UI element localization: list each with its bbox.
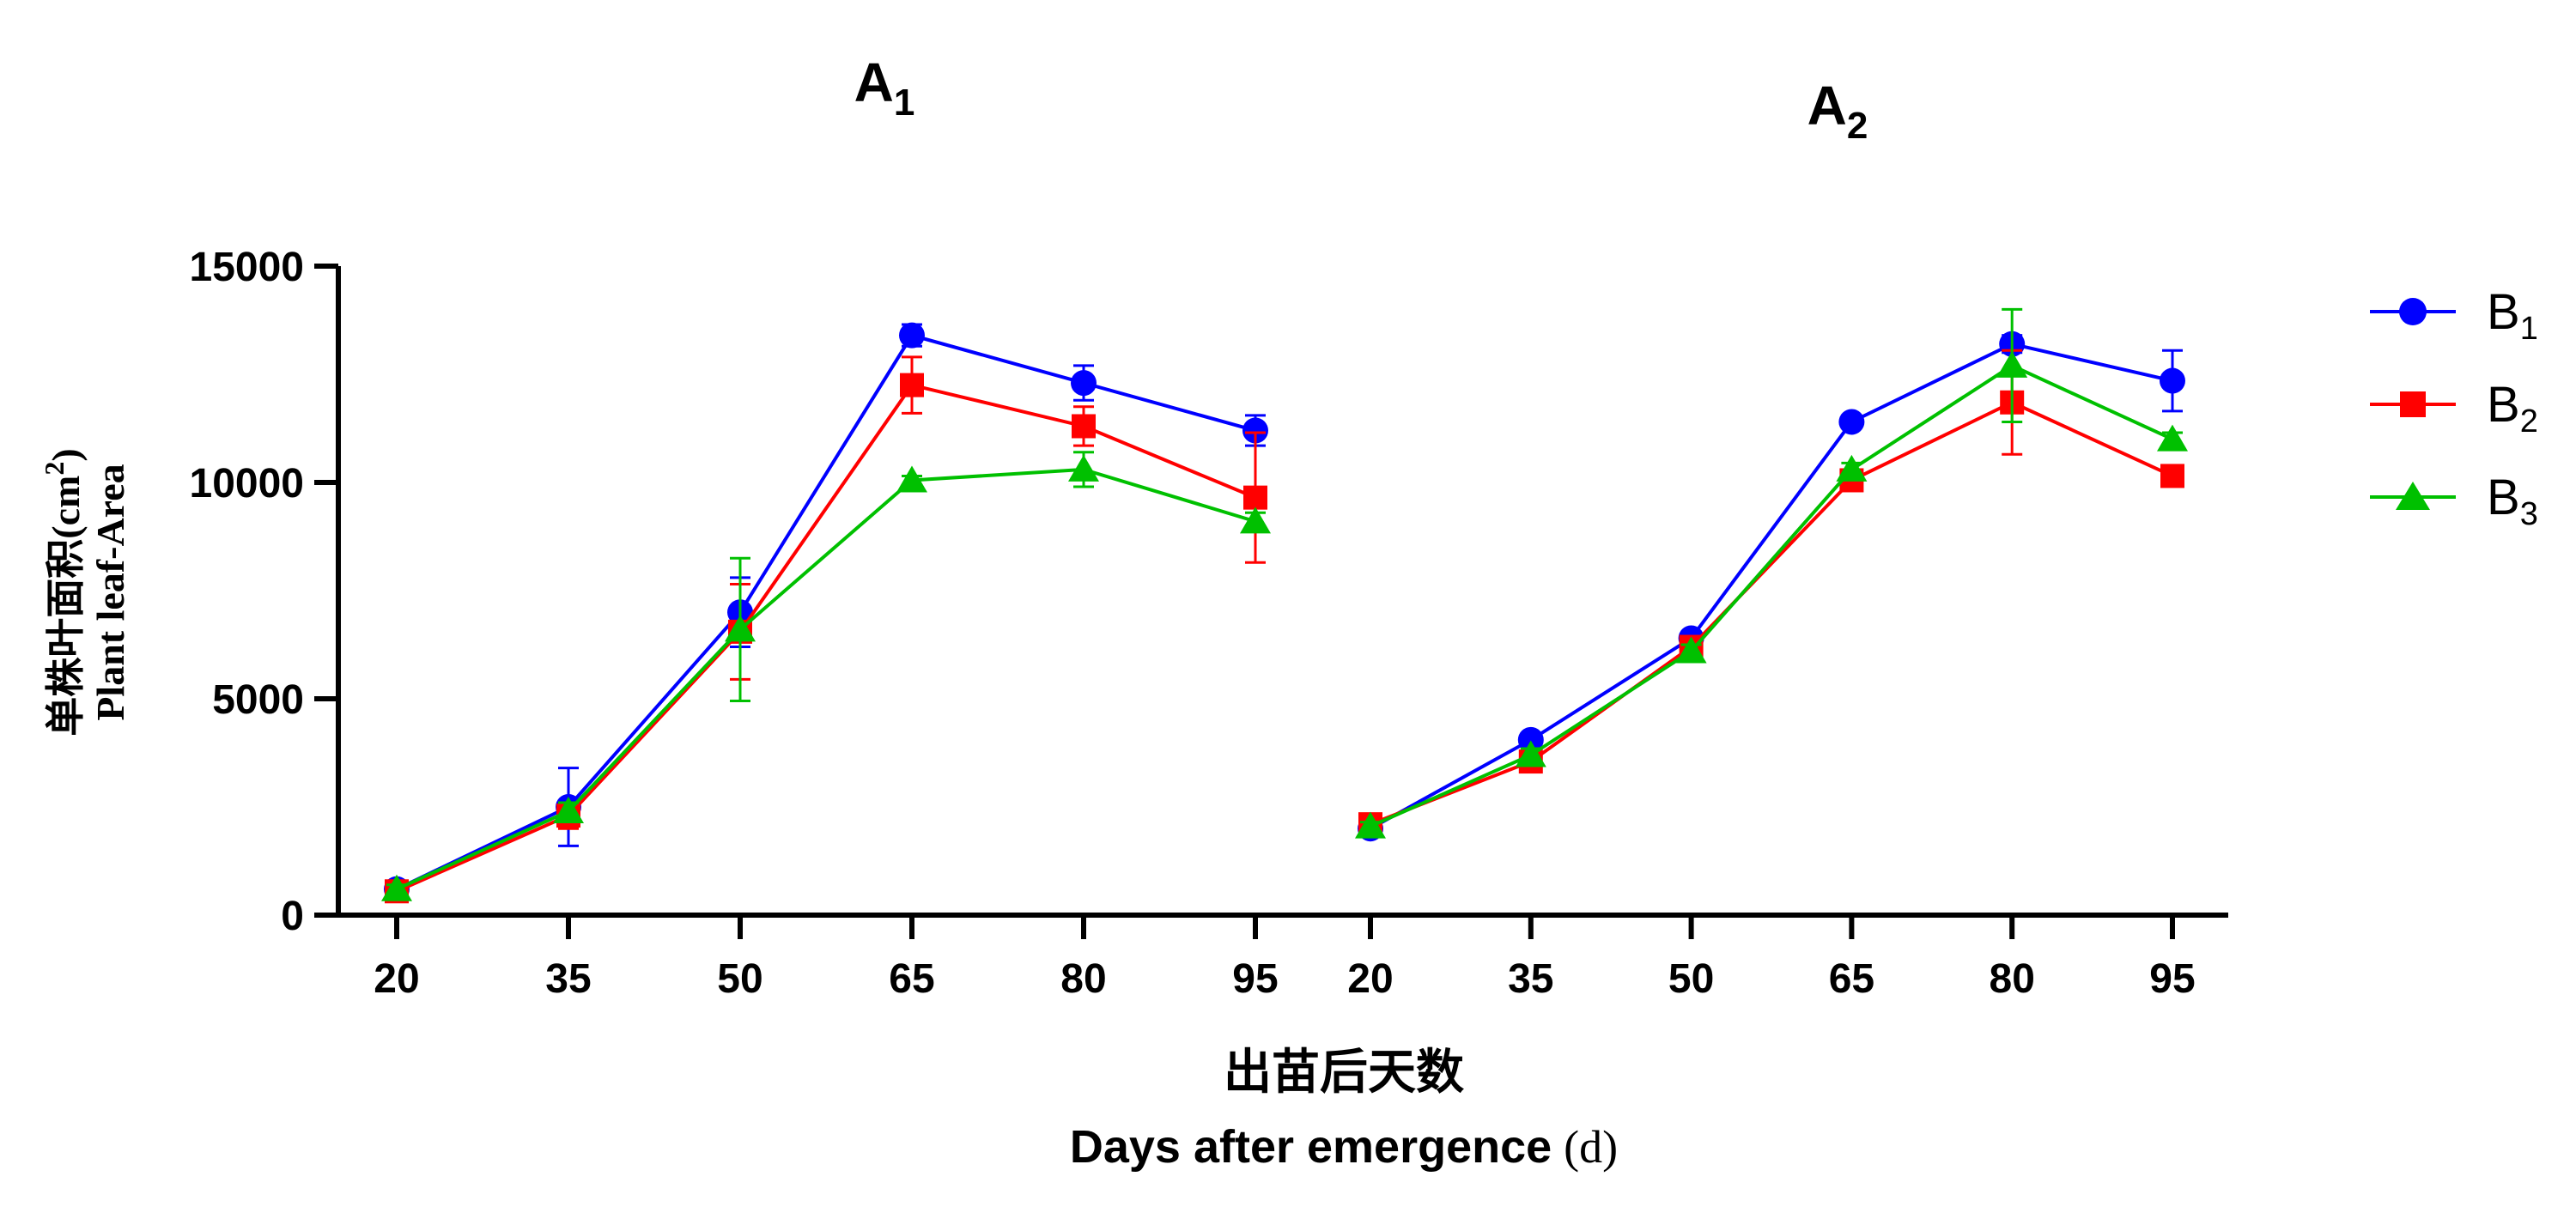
x-tick-label: 95 [1232,956,1278,1002]
legend-marker-b2 [2400,391,2426,417]
point-a2-b3 [1996,350,2028,378]
legend: B1 B2 B3 [2370,284,2538,532]
x-tick-label: 80 [1990,956,2035,1002]
point-a1-b3 [1068,454,1099,482]
series-line-a2-b1 [1370,342,2173,830]
point-a1-b3 [381,874,412,901]
y-tick-label: 10000 [190,461,304,506]
x-tick-label: 65 [1829,956,1874,1002]
series-line-a1-b3 [396,467,1256,891]
x-tick-label: 95 [2149,956,2195,1002]
legend-label-b1: B1 [2487,284,2538,347]
x-tick-label: 50 [1668,956,1714,1002]
y-tick-label: 0 [281,894,304,939]
y-axis-label: 单株叶面积(cm2) Plant leaf-Area [39,448,132,736]
point-a2-b3 [1675,636,1707,664]
point-a2-b3 [1836,454,1868,482]
x-tick-label: 80 [1060,956,1106,1002]
point-a2-b1 [1517,726,1544,753]
x-tick-label: 20 [1347,956,1393,1002]
y-tick-label: 5000 [212,677,304,723]
point-a2-b3 [2157,424,2188,452]
point-a1-b1 [1242,417,1268,444]
x-tick-label: 35 [1508,956,1553,1002]
point-a1-b3 [1240,506,1271,534]
y-axis-label-en: Plant leaf-Area [88,464,132,720]
legend-label-b2: B2 [2487,377,2538,440]
x-tick-label: 20 [374,956,419,1002]
x-axis-label-cn: 出苗后天数 [1224,1045,1464,1099]
panel-title-a2: A2 [1807,75,1868,147]
legend-label-b3: B3 [2487,470,2538,532]
x-tick-label: 65 [889,956,934,1002]
panel-title-a1: A1 [854,52,915,124]
x-tick-label: 35 [545,956,591,1002]
point-a1-b3 [553,797,584,824]
legend-marker-b1 [2399,298,2427,325]
point-a2-b3 [1355,811,1386,839]
series-line-a2-b2 [1370,400,2173,827]
x-tick-label: 50 [717,956,762,1002]
point-a2-b1 [1838,409,1865,435]
y-tick-label: 15000 [190,245,304,290]
y-axis-label-cn: 单株叶面积(cm2) [39,448,88,736]
series-layer [381,307,2188,904]
point-a2-b2 [2160,464,2184,488]
point-a1-b2 [1072,414,1096,439]
point-a2-b3 [1515,740,1546,767]
legend-marker-b3 [2396,482,2430,510]
point-a1-b3 [725,615,756,642]
legend-item-b1: B1 [2370,284,2538,347]
legend-item-b3: B3 [2370,470,2538,532]
x-axis-label-en: Days after emergence (d) [1070,1121,1618,1173]
series-line-a2-b3 [1370,363,2173,828]
series-line-a1-b1 [396,333,1256,891]
legend-item-b2: B2 [2370,377,2538,440]
point-a1-b3 [896,465,927,493]
point-a1-b1 [899,322,925,349]
series-line-a1-b2 [396,383,1256,894]
point-a2-b1 [2160,367,2185,394]
point-a1-b2 [1243,485,1267,510]
axes-group: 0 5000 10000 15000 20 35 50 65 80 95 20 35 50 65 80 95 [190,245,2228,1002]
point-a1-b1 [1071,370,1097,397]
point-a1-b2 [900,373,924,397]
